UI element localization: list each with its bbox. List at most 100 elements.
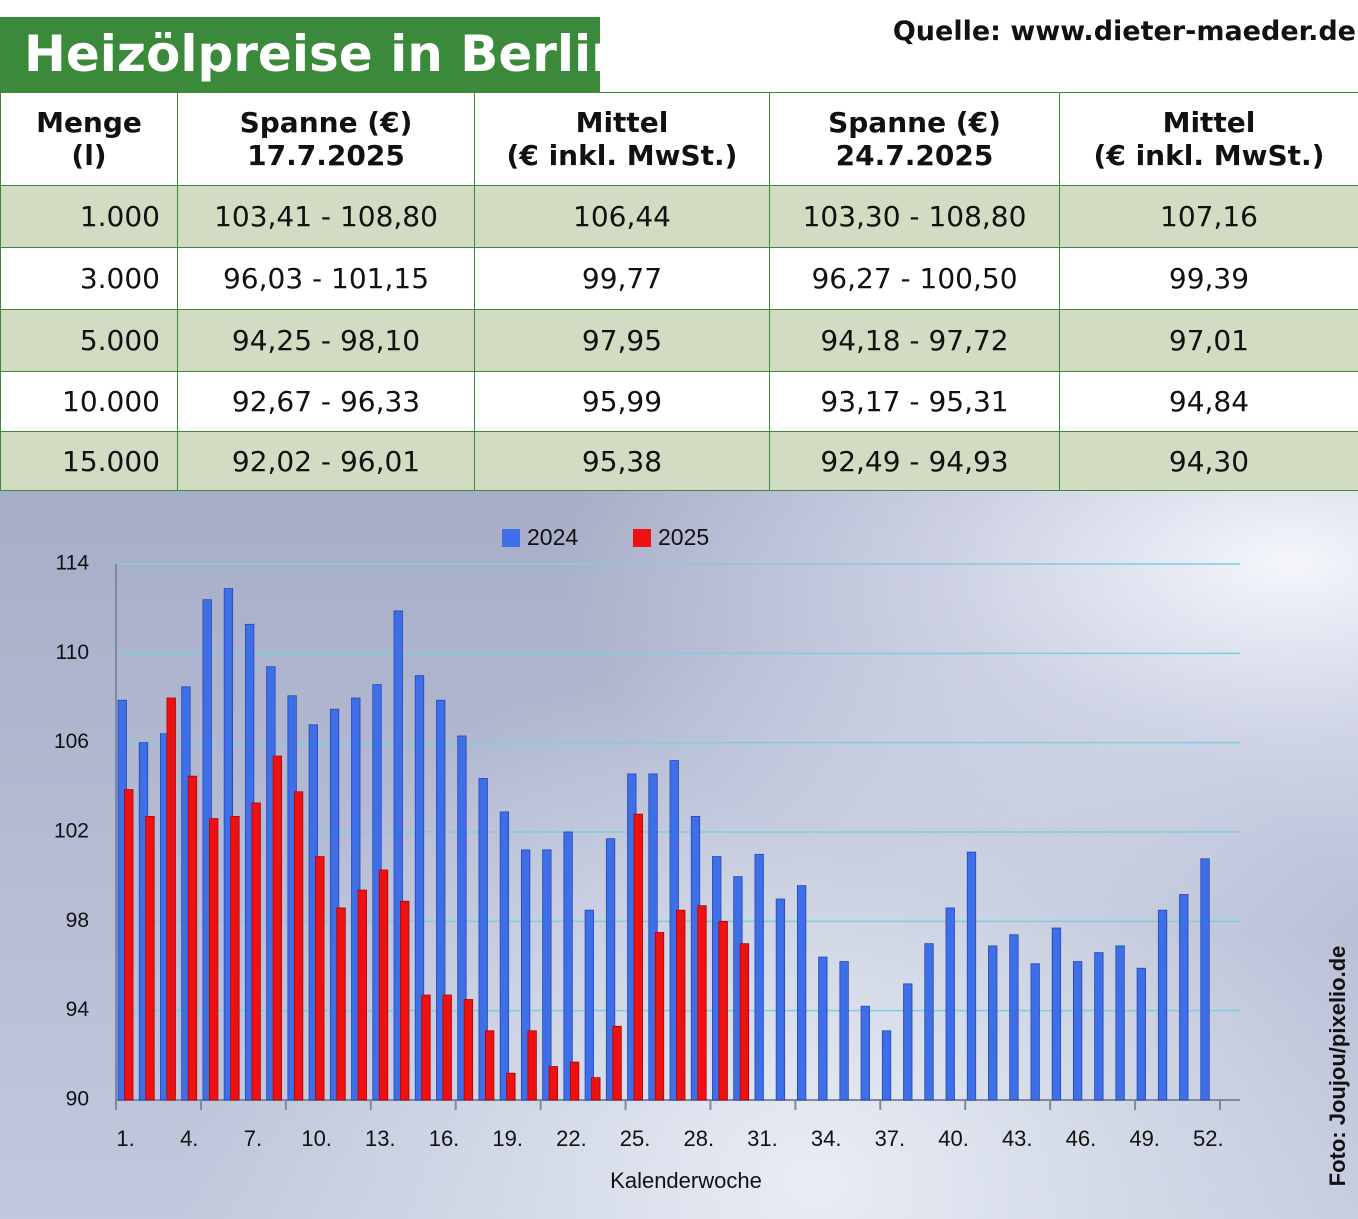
header-text: 24.7.2025 [835, 139, 994, 172]
table-cell: 92,02 - 96,01 [177, 431, 475, 491]
bar [393, 610, 403, 1101]
bar [1030, 963, 1040, 1101]
bar [654, 932, 665, 1101]
legend-label: 2025 [658, 524, 709, 550]
bar [548, 1066, 559, 1101]
bar [463, 999, 474, 1101]
header-text: (€ inkl. MwSt.) [1093, 139, 1325, 172]
bar [357, 889, 367, 1101]
table-cell: 95,38 [474, 431, 770, 491]
bar [251, 802, 261, 1101]
x-tick-label: 34. [811, 1126, 842, 1151]
source: Quelle: www.dieter-maeder.de [892, 16, 1356, 47]
header-text: Spanne (€) [828, 106, 1001, 139]
bar [612, 1025, 622, 1101]
bar [591, 1077, 601, 1101]
y-tick-label: 110 [56, 641, 89, 664]
x-tick-label: 25. [620, 1126, 651, 1151]
bar [860, 1005, 870, 1101]
bar [499, 811, 510, 1101]
y-tick-label: 98 [66, 909, 89, 932]
bar [1200, 858, 1210, 1101]
bar [718, 920, 728, 1101]
bar [436, 699, 446, 1101]
table-cell: 94,30 [1059, 431, 1358, 491]
bar [542, 849, 552, 1101]
bar [230, 815, 240, 1101]
bar [584, 909, 594, 1101]
bar [796, 885, 807, 1101]
table-cell: 99,39 [1059, 247, 1358, 310]
header-text: Mittel [575, 106, 669, 139]
x-tick-label: 19. [492, 1126, 523, 1151]
table-cell: 103,41 - 108,80 [177, 185, 475, 248]
bar [478, 778, 488, 1101]
bar [329, 708, 340, 1101]
table-cell: 92,49 - 94,93 [769, 431, 1060, 491]
legend-swatch [633, 529, 651, 547]
bar [442, 994, 452, 1101]
header-text: 17.7.2025 [247, 139, 405, 172]
table-cell: 10.000 [0, 371, 178, 432]
x-tick-label: 43. [1002, 1126, 1033, 1151]
bar [754, 853, 764, 1101]
x-tick-label: 16. [429, 1126, 460, 1151]
y-tick-label: 106 [54, 730, 89, 753]
table-cell: 107,16 [1059, 185, 1358, 248]
table-cell: 97,01 [1059, 309, 1358, 372]
bar [1157, 909, 1168, 1101]
bar [818, 956, 828, 1101]
header-cell: Spanne (€) 17.7.2025 [177, 92, 475, 186]
bar [1094, 952, 1104, 1101]
bar [336, 907, 346, 1101]
x-tick-label: 1. [116, 1126, 134, 1151]
bar [881, 1030, 892, 1101]
table-cell: 95,99 [474, 371, 770, 432]
y-tick-label: 90 [66, 1088, 89, 1111]
bar [315, 856, 325, 1101]
bar [1179, 894, 1189, 1101]
table-cell: 94,18 - 97,72 [769, 309, 1060, 372]
photo-credit: Foto: Joujou/pixelio.de [1325, 946, 1350, 1187]
bar [1115, 945, 1125, 1101]
bar [506, 1072, 516, 1101]
table-cell: 5.000 [0, 309, 178, 372]
bar [676, 909, 686, 1101]
bar [1136, 967, 1146, 1101]
x-tick-label: 52. [1193, 1126, 1224, 1151]
x-tick-label: 4. [180, 1126, 198, 1151]
bar [209, 818, 219, 1101]
bar [124, 789, 134, 1101]
x-tick-label: 49. [1129, 1126, 1160, 1151]
bar [739, 943, 750, 1101]
table-cell: 94,25 - 98,10 [177, 309, 475, 372]
bar [563, 831, 573, 1101]
bar [414, 675, 425, 1101]
table-cell: 3.000 [0, 247, 178, 310]
bar [293, 791, 304, 1101]
header-text: Mittel [1162, 106, 1256, 139]
bar [421, 994, 431, 1101]
page-title: Heizölpreise in Berlin [0, 17, 627, 92]
bar [945, 907, 955, 1101]
legend-label: 2024 [527, 524, 578, 550]
x-tick-label: 28. [683, 1126, 714, 1151]
bar [839, 961, 849, 1101]
bar [187, 775, 198, 1101]
table-cell: 103,30 - 108,80 [769, 185, 1060, 248]
x-tick-label: 46. [1066, 1126, 1097, 1151]
x-tick-label: 10. [301, 1126, 332, 1151]
bar [400, 900, 410, 1101]
header-cell: Spanne (€) 24.7.2025 [769, 92, 1060, 186]
table-cell: 96,03 - 101,15 [177, 247, 475, 310]
x-tick-label: 37. [875, 1126, 906, 1151]
bar [527, 1030, 537, 1101]
x-tick-label: 22. [556, 1126, 587, 1151]
x-tick-label: 31. [747, 1126, 778, 1151]
bar [520, 849, 531, 1101]
y-tick-label: 114 [56, 552, 90, 575]
y-tick-label: 102 [54, 820, 89, 843]
y-tick-label: 94 [66, 998, 90, 1021]
bar [697, 905, 707, 1101]
